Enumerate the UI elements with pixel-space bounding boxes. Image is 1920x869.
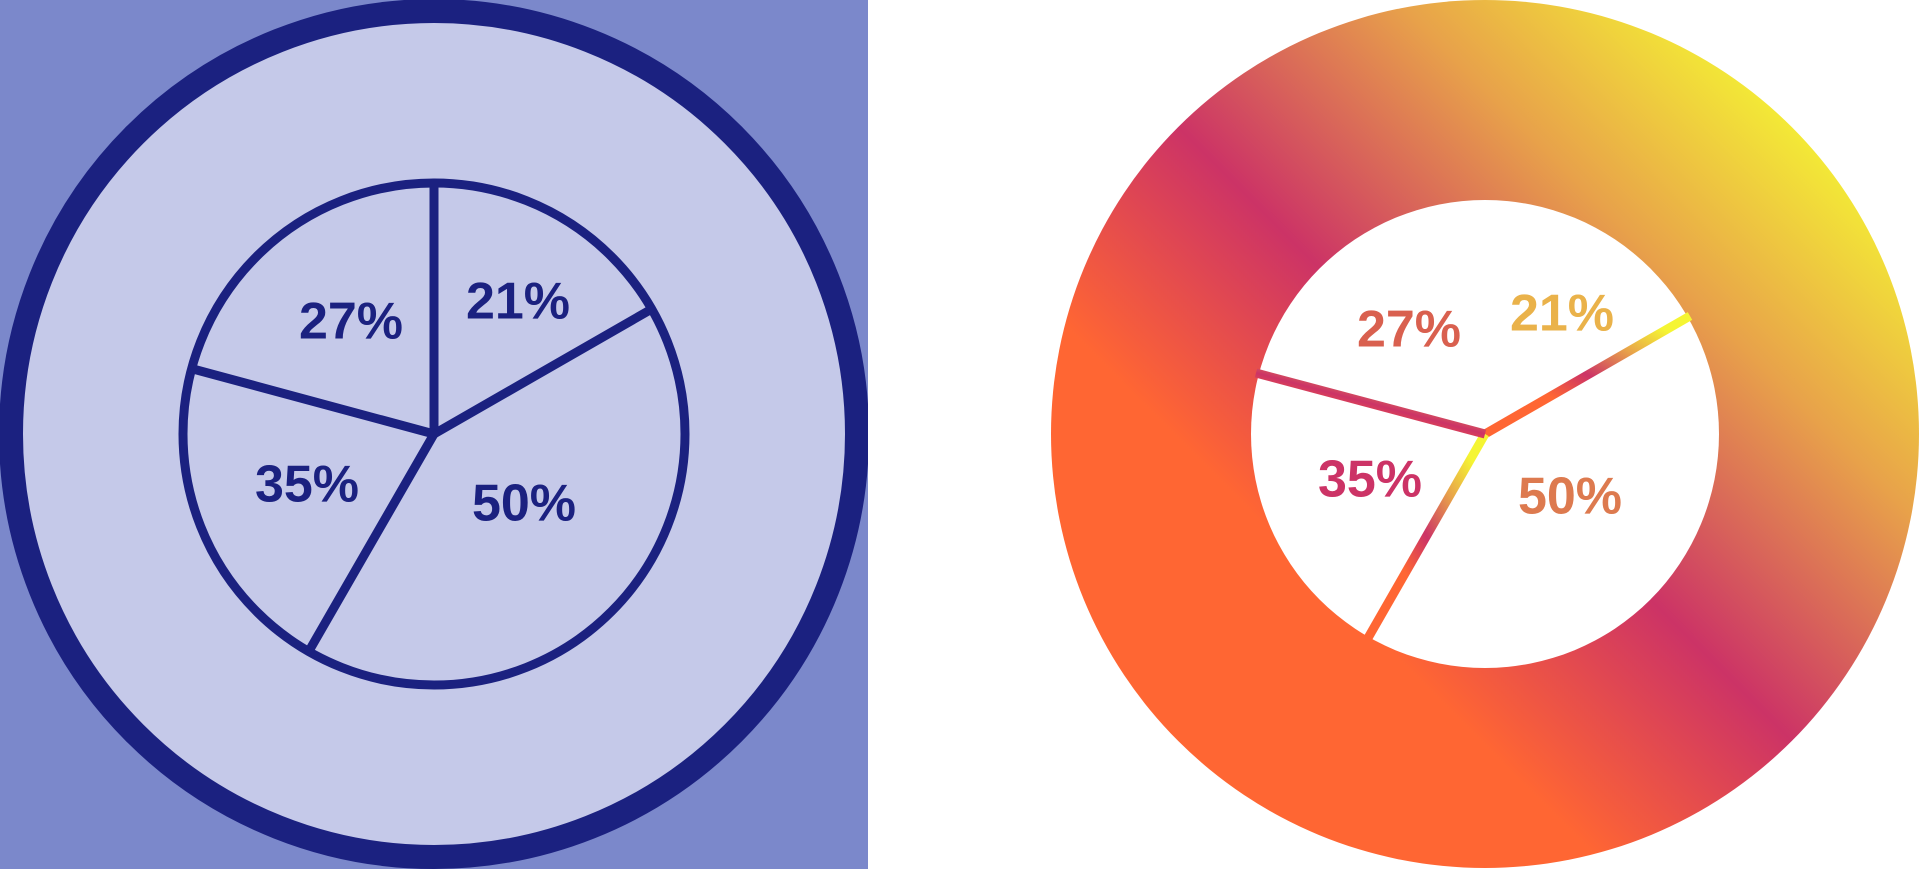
- slice-label: 50%: [1518, 468, 1622, 526]
- pie-chart-outline-graphic: 21% 50% 35% 27%: [0, 0, 868, 869]
- slice-divider: [304, 429, 439, 656]
- slice-label: 27%: [1357, 301, 1461, 359]
- slice-divider: [1482, 312, 1693, 438]
- slice-label: 21%: [1510, 285, 1614, 343]
- slice-label: 35%: [1318, 451, 1422, 509]
- slice-divider: [1254, 368, 1487, 439]
- slice-label: 35%: [255, 456, 359, 514]
- slice-gaps: [1254, 198, 1693, 641]
- pie-chart-icon-gradient: 21% 50% 35% 27%: [1050, 0, 1920, 869]
- slice-divider: [429, 305, 655, 439]
- slice-divider: [188, 364, 439, 439]
- slice-label: 50%: [472, 475, 576, 533]
- slice-divider: [1364, 431, 1489, 641]
- pie-outline: [178, 178, 690, 690]
- slice-label: 27%: [299, 293, 403, 351]
- pie-chart-icon-outline: 21% 50% 35% 27%: [0, 0, 868, 869]
- slice-label: 21%: [466, 273, 570, 331]
- pie-chart-gradient-graphic: 21% 50% 35% 27%: [1051, 0, 1919, 868]
